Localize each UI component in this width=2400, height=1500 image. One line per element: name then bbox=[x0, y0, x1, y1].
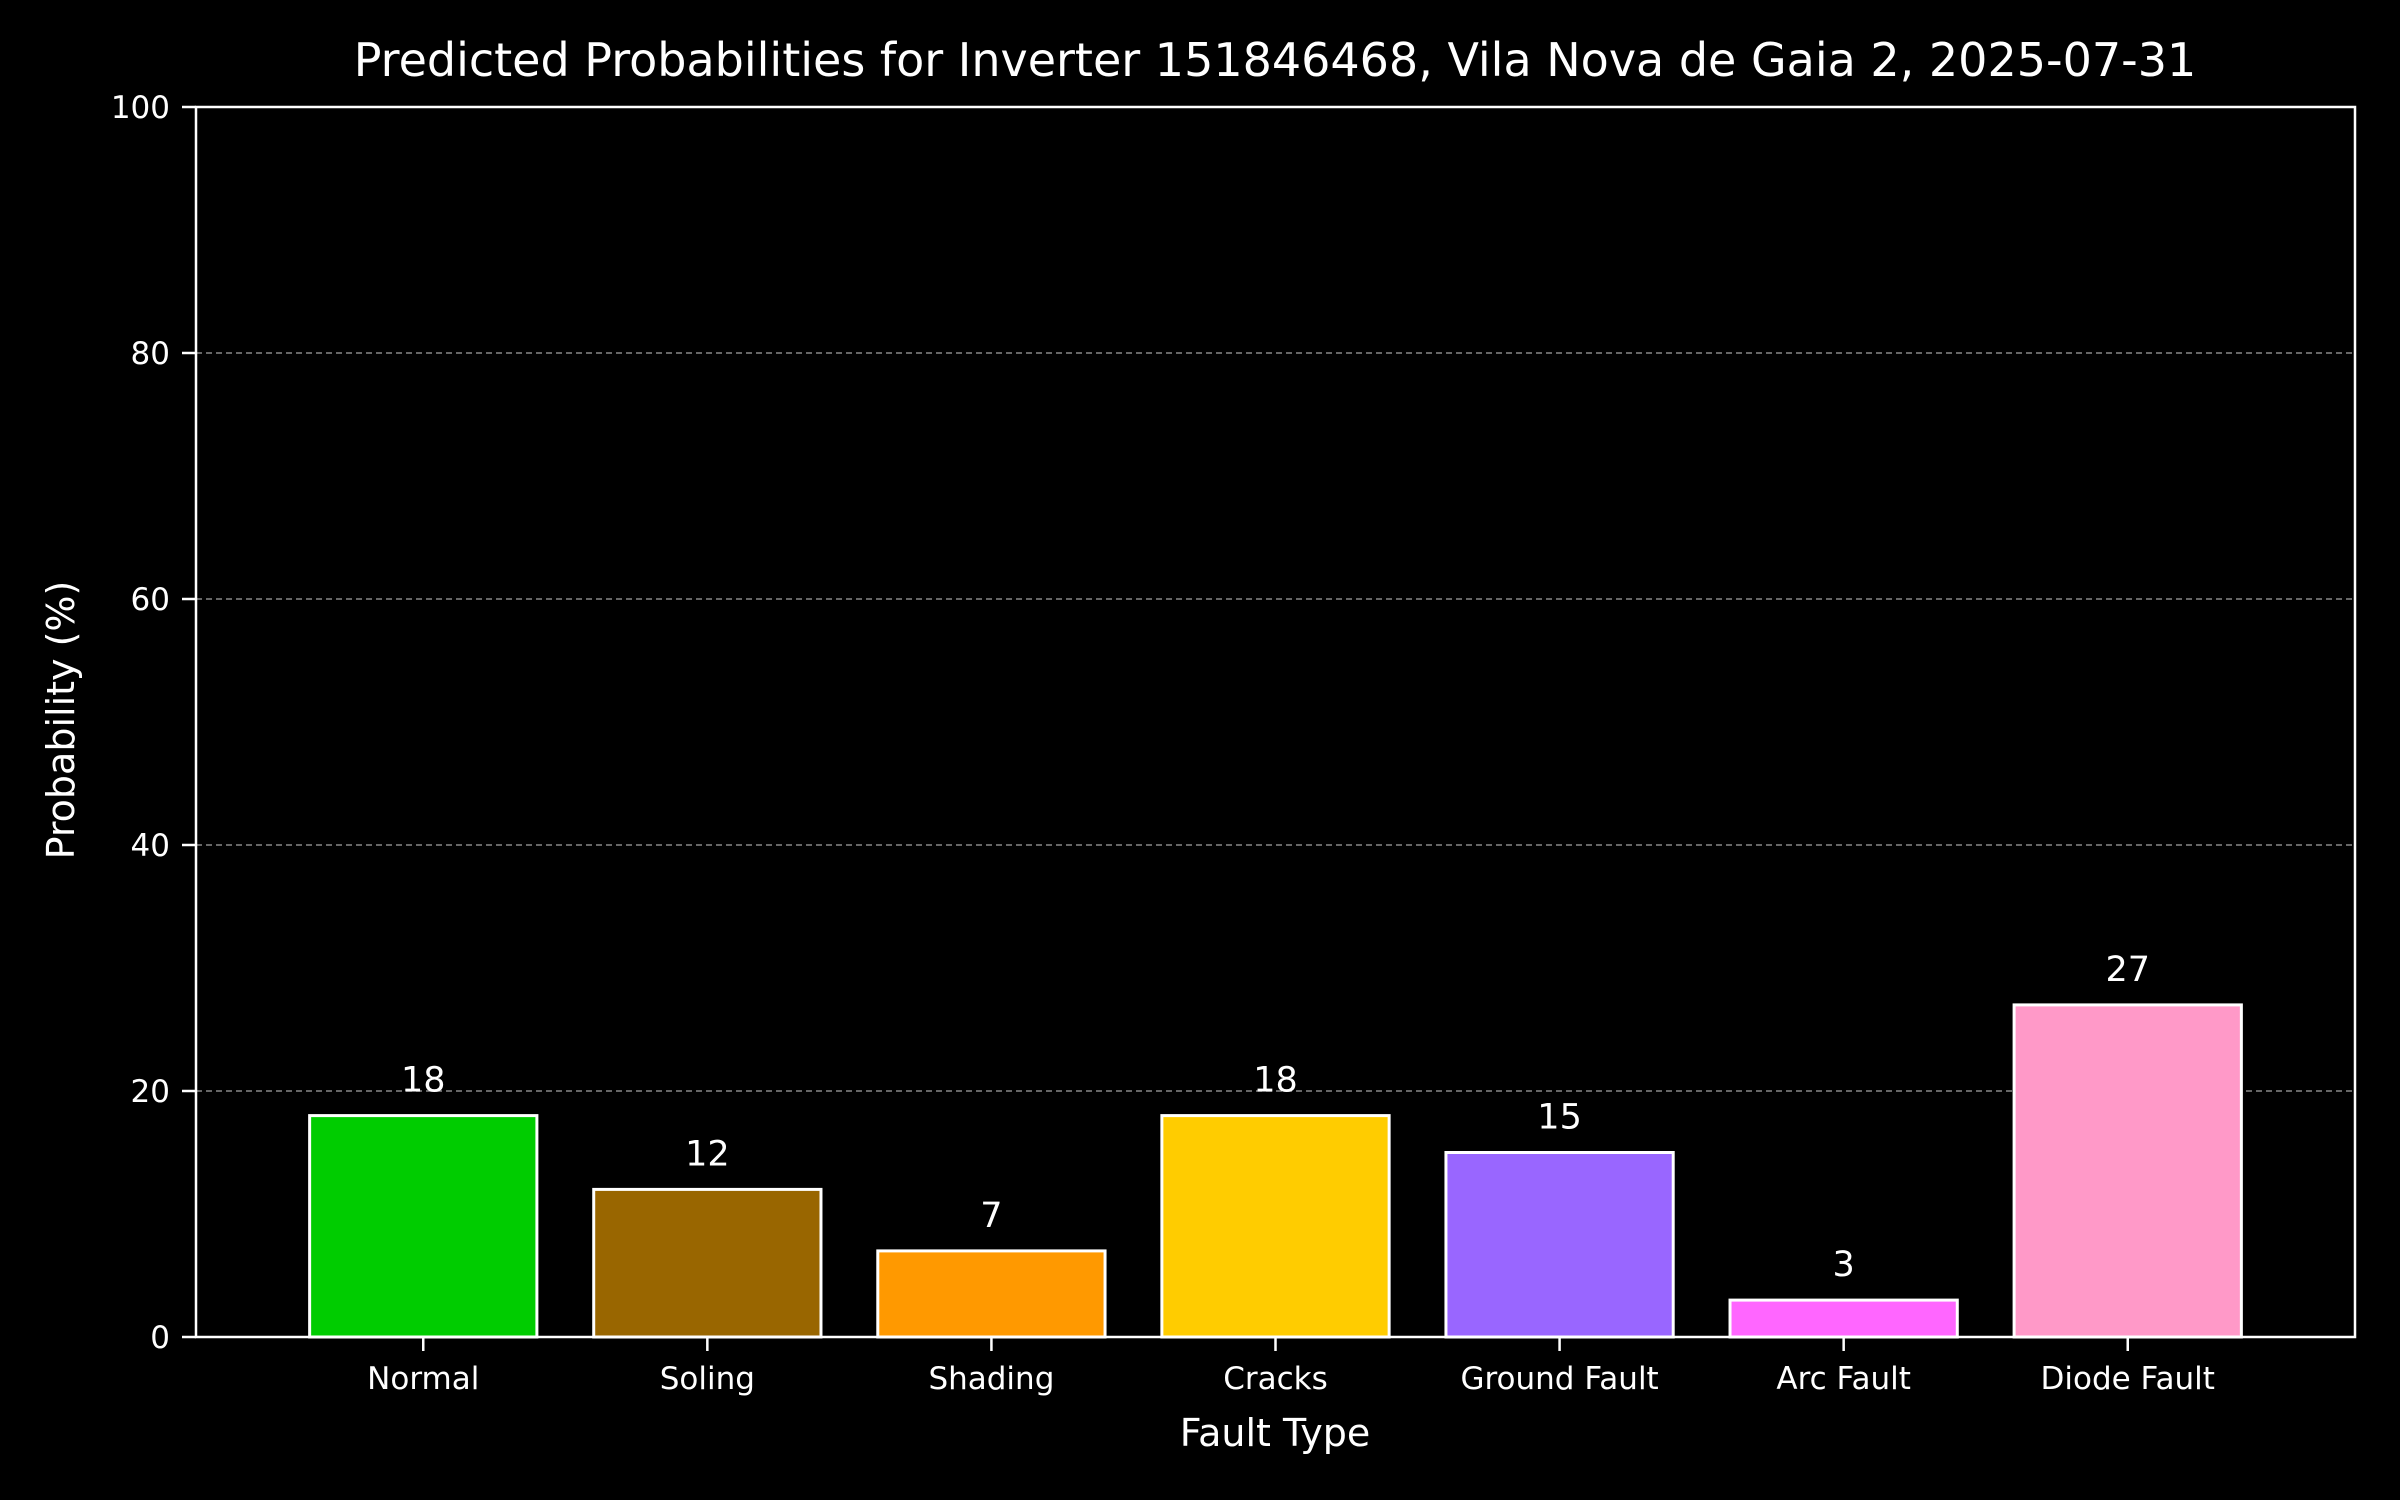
bar-soling bbox=[592, 1187, 823, 1339]
value-label-cracks: 18 bbox=[1253, 1061, 1298, 1101]
x-axis-label: Fault Type bbox=[1180, 1411, 1371, 1455]
y-tick-label-40: 40 bbox=[131, 828, 170, 864]
gridlines bbox=[196, 352, 2355, 1092]
chart-title: Predicted Probabilities for Inverter 151… bbox=[354, 33, 2197, 87]
x-tick-label-ground-fault: Ground Fault bbox=[1460, 1361, 1658, 1397]
x-tick-label-normal: Normal bbox=[367, 1361, 479, 1397]
value-label-shading: 7 bbox=[980, 1196, 1002, 1236]
y-axis-label: Probability (%) bbox=[39, 581, 83, 860]
value-label-soling: 12 bbox=[685, 1134, 730, 1174]
value-label-normal: 18 bbox=[401, 1061, 446, 1101]
value-label-ground-fault: 15 bbox=[1537, 1098, 1582, 1138]
x-tick-label-arc-fault: Arc Fault bbox=[1776, 1361, 1911, 1397]
bar-diode-fault bbox=[2012, 1003, 2243, 1339]
y-tick-label-100: 100 bbox=[111, 90, 170, 126]
y-tick-label-60: 60 bbox=[131, 582, 170, 618]
value-label-diode-fault: 27 bbox=[2105, 950, 2150, 990]
data-labels: 18 12 7 18 15 3 27 bbox=[401, 950, 2150, 1285]
value-label-arc-fault: 3 bbox=[1833, 1245, 1855, 1285]
y-tick-label-20: 20 bbox=[131, 1074, 170, 1110]
bar-shading bbox=[876, 1249, 1107, 1339]
x-tick-label-cracks: Cracks bbox=[1223, 1361, 1328, 1397]
bar-normal bbox=[308, 1114, 539, 1339]
plot-frame bbox=[194, 105, 2357, 1339]
y-tick-label-80: 80 bbox=[131, 336, 170, 372]
bars bbox=[308, 1003, 2243, 1339]
x-tick-label-shading: Shading bbox=[928, 1361, 1054, 1397]
bar-ground-fault bbox=[1444, 1151, 1675, 1339]
x-tick-label-diode-fault: Diode Fault bbox=[2041, 1361, 2215, 1397]
bar-cracks bbox=[1160, 1114, 1391, 1339]
y-tick-label-0: 0 bbox=[150, 1320, 170, 1356]
axes: Normal Soling Shading Cracks Ground Fault Arc… bbox=[111, 90, 2357, 1397]
bar-arc-fault bbox=[1728, 1298, 1959, 1339]
x-tick-label-soling: Soling bbox=[660, 1361, 755, 1397]
